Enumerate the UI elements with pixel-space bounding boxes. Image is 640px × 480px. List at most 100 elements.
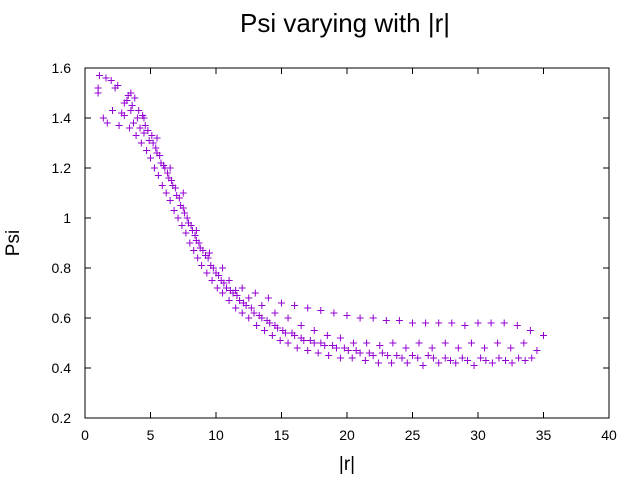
data-point: [470, 362, 478, 369]
data-point: [464, 357, 472, 364]
data-point: [314, 349, 322, 357]
data-point: [127, 107, 135, 114]
data-point: [260, 327, 268, 334]
data-point: [317, 307, 325, 314]
data-point: [330, 309, 338, 317]
data-point: [329, 342, 337, 349]
data-point: [129, 119, 137, 127]
data-point: [242, 302, 250, 309]
data-point: [350, 339, 358, 347]
data-point: [171, 184, 179, 192]
data-point: [487, 319, 495, 327]
data-point: [268, 332, 276, 339]
data-point: [131, 94, 139, 102]
data-point: [245, 314, 253, 322]
data-point: [219, 264, 227, 272]
data-point: [343, 312, 351, 319]
data-point: [278, 299, 285, 307]
data-point: [179, 204, 187, 212]
data-point: [325, 352, 333, 359]
data-point: [414, 354, 422, 362]
data-point: [236, 297, 244, 304]
plot-frame: [84, 67, 610, 419]
data-point: [361, 357, 369, 364]
data-point: [382, 317, 390, 324]
data-point: [507, 344, 515, 352]
data-point: [448, 319, 456, 327]
data-point: [140, 114, 148, 122]
data-point: [99, 114, 107, 122]
data-point: [192, 227, 200, 234]
x-axis: 0 5 10 15 20 25 30 35 40: [81, 68, 617, 443]
data-point: [271, 309, 279, 317]
data-point: [477, 354, 485, 362]
data-point: [137, 139, 145, 147]
data-point: [166, 197, 174, 204]
data-point: [156, 152, 164, 159]
data-point: [178, 222, 186, 229]
data-point: [369, 352, 377, 359]
data-point: [500, 319, 508, 327]
x-tick-label: 30: [470, 427, 486, 443]
x-tick-label: 10: [208, 427, 224, 443]
data-point: [205, 249, 213, 257]
data-point: [141, 122, 149, 129]
data-point: [376, 342, 384, 349]
data-point: [264, 294, 272, 302]
data-point: [247, 304, 255, 312]
data-point: [424, 352, 432, 359]
data-point: [166, 164, 174, 172]
data-point: [409, 319, 416, 327]
data-point: [120, 112, 128, 119]
data-point: [363, 339, 371, 347]
data-point: [220, 279, 228, 287]
data-point: [145, 137, 153, 144]
y-tick-label: 0.2: [52, 410, 72, 426]
data-point: [317, 339, 325, 347]
data-point: [515, 354, 523, 362]
data-point: [126, 124, 134, 132]
data-point: [158, 182, 166, 189]
data-point: [365, 349, 373, 357]
x-tick-label: 0: [81, 427, 89, 443]
data-point: [398, 354, 406, 362]
data-point: [422, 319, 430, 327]
data-point: [149, 139, 157, 147]
y-tick-label: 1: [63, 210, 71, 226]
data-point: [429, 354, 437, 362]
data-point: [297, 322, 305, 329]
data-point: [128, 102, 136, 109]
data-point: [148, 132, 156, 139]
data-point: [208, 277, 216, 284]
data-point: [187, 222, 195, 229]
data-point: [384, 352, 392, 359]
data-point: [181, 209, 189, 217]
data-point: [540, 332, 547, 339]
data-point: [495, 354, 503, 362]
data-point: [258, 302, 266, 309]
data-point: [378, 349, 386, 357]
data-point: [304, 304, 312, 312]
data-point: [162, 189, 170, 197]
data-point: [266, 319, 274, 327]
data-point: [452, 359, 460, 367]
data-point: [135, 107, 143, 114]
data-point: [388, 359, 396, 367]
data-point: [291, 302, 299, 309]
data-point: [225, 277, 233, 284]
y-tick-label: 1.6: [52, 60, 72, 76]
data-point: [467, 339, 475, 347]
x-tick-label: 5: [147, 427, 155, 443]
data-point: [521, 357, 529, 364]
data-point: [123, 97, 131, 104]
data-point: [419, 362, 427, 369]
data-point: [293, 344, 301, 352]
data-point: [253, 322, 261, 329]
data-point: [494, 339, 502, 347]
data-point: [291, 332, 299, 339]
data-point: [356, 314, 364, 322]
data-point: [191, 232, 199, 239]
data-point: [409, 352, 416, 359]
data-point: [340, 344, 348, 352]
